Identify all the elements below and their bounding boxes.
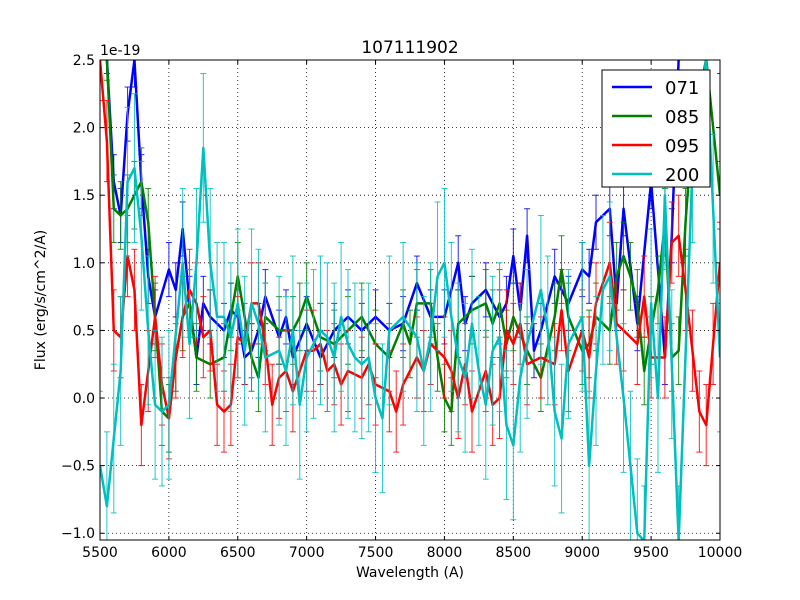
y-tick-label: 2.5	[73, 53, 95, 69]
x-tick-label: 5500	[82, 545, 118, 561]
axis-ticks: 5500 6000 6500 7000 7500 8000 8500 9000 9500 1000…	[61, 53, 742, 561]
legend: 071 085 095 200	[601, 69, 711, 188]
x-tick-label: 8500	[496, 545, 532, 561]
x-tick-label: 6000	[151, 545, 187, 561]
y-tick-label: 2.0	[73, 121, 95, 137]
y-tick-label: 1.5	[73, 188, 95, 204]
y-tick-label: −1.0	[61, 526, 95, 542]
series-line-200	[100, 60, 720, 540]
x-tick-label: 7500	[358, 545, 394, 561]
y-tick-label: 0.5	[73, 323, 95, 339]
x-tick-label: 8000	[427, 545, 463, 561]
y-tick-label: 0.0	[73, 391, 95, 407]
legend-box	[601, 69, 711, 188]
legend-label-071: 071	[665, 78, 699, 99]
x-tick-label: 6500	[220, 545, 256, 561]
series-200	[100, 60, 720, 540]
x-axis-label: Wavelength (A)	[356, 565, 464, 581]
legend-label-085: 085	[665, 107, 699, 128]
legend-label-095: 095	[665, 136, 699, 157]
legend-label-200: 200	[665, 165, 699, 186]
y-tick-label: −0.5	[61, 459, 95, 475]
plot-marks	[100, 60, 720, 540]
x-tick-label: 10000	[698, 545, 743, 561]
x-tick-label: 9000	[564, 545, 600, 561]
x-tick-label: 9500	[633, 545, 669, 561]
chart-title: 107111902	[361, 38, 458, 58]
y-axis-label: Flux (erg/s/cm^2/A)	[33, 230, 49, 370]
x-tick-label: 7000	[289, 545, 325, 561]
offset-text: 1e-19	[100, 43, 140, 59]
plot-frame	[99, 59, 721, 541]
y-tick-label: 1.0	[73, 256, 95, 272]
